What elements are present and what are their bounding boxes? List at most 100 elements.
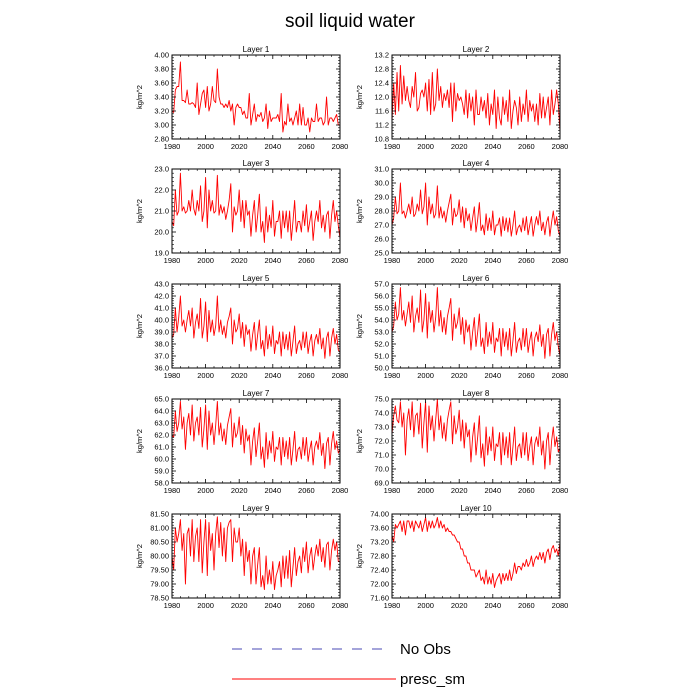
series-line (171, 61, 340, 133)
plot-frame (391, 513, 561, 599)
y-axis-label: kg/m^2 (135, 429, 144, 453)
y-tick-label: 51.0 (374, 352, 389, 361)
panel-layer-7: Layer 7 1980 2000 2020 2040 2060 2080 58.0 59.0 6… (135, 389, 348, 495)
y-tick-label: 62.0 (154, 431, 169, 440)
x-tick-label: 2080 (332, 371, 349, 380)
panel-layer-1: Layer 1 1980 2000 2020 2040 2060 2080 2.80 3.00 3… (135, 45, 348, 151)
x-tick-label: 2060 (298, 142, 315, 151)
y-tick-label: 75.0 (374, 395, 389, 404)
x-tick-label: 2040 (484, 142, 501, 151)
y-tick-label: 40.0 (154, 316, 169, 325)
y-tick-label: 43.0 (154, 280, 169, 289)
y-tick-label: 70.0 (374, 465, 389, 474)
series-line (391, 182, 561, 237)
y-tick-label: 36.0 (154, 364, 169, 373)
x-tick-label: 2000 (417, 371, 434, 380)
y-tick-label: 72.00 (370, 580, 389, 589)
panel-layer-2: Layer 2 1980 2000 2020 2040 2060 2080 10.8 11.2 1… (355, 45, 568, 151)
panel-title: Layer 3 (243, 159, 270, 168)
x-tick-label: 2020 (231, 256, 248, 265)
plot-frame (171, 283, 341, 369)
y-tick-label: 52.0 (374, 340, 389, 349)
y-tick-label: 2.80 (154, 135, 169, 144)
y-tick-label: 57.0 (374, 280, 389, 289)
y-axis-label: kg/m^2 (135, 544, 144, 568)
y-axis-label: kg/m^2 (355, 544, 364, 568)
panel-layer-10: Layer 10 1980 2000 2020 2040 2060 2080 71.60 72.… (355, 504, 568, 610)
y-tick-label: 29.0 (374, 193, 389, 202)
y-tick-label: 74.0 (374, 409, 389, 418)
panel-title: Layer 8 (463, 389, 490, 398)
x-tick-label: 2080 (332, 142, 349, 151)
plot-frame (391, 168, 561, 254)
panel-title: Layer 6 (463, 274, 490, 283)
series-line (391, 517, 561, 588)
x-tick-label: 2000 (417, 601, 434, 610)
y-tick-label: 11.2 (375, 121, 389, 130)
y-tick-label: 72.0 (374, 437, 389, 446)
y-tick-label: 39.0 (154, 328, 169, 337)
panel-title: Layer 4 (463, 159, 490, 168)
panel-title: Layer 7 (243, 389, 270, 398)
y-tick-label: 21.0 (154, 207, 169, 216)
x-tick-label: 2020 (231, 601, 248, 610)
y-tick-label: 3.60 (154, 79, 169, 88)
series-line (391, 65, 561, 133)
plot-frame (171, 54, 341, 140)
plot-frame (171, 398, 341, 484)
x-tick-label: 2060 (518, 486, 535, 495)
x-tick-label: 2020 (231, 371, 248, 380)
x-tick-label: 2060 (298, 256, 315, 265)
y-axis-label: kg/m^2 (355, 429, 364, 453)
y-tick-label: 25.0 (374, 249, 389, 258)
x-tick-label: 2020 (451, 256, 468, 265)
x-tick-label: 2020 (231, 486, 248, 495)
y-tick-label: 73.0 (374, 423, 389, 432)
x-tick-label: 2040 (264, 256, 281, 265)
y-axis-label: kg/m^2 (135, 314, 144, 338)
x-tick-label: 2080 (332, 256, 349, 265)
y-tick-label: 54.0 (374, 316, 389, 325)
y-tick-label: 64.0 (154, 407, 169, 416)
legend-presc-sm-label: presc_sm (400, 671, 465, 688)
y-tick-label: 26.0 (374, 235, 389, 244)
plot-frame (391, 398, 561, 484)
y-tick-label: 10.8 (374, 135, 389, 144)
y-tick-label: 11.6 (375, 107, 389, 116)
y-tick-label: 61.0 (154, 443, 169, 452)
x-tick-label: 2060 (518, 256, 535, 265)
y-tick-label: 3.00 (154, 121, 169, 130)
y-tick-label: 59.0 (154, 467, 169, 476)
x-tick-label: 2020 (451, 371, 468, 380)
series-line (391, 398, 561, 470)
x-tick-label: 1980 (164, 142, 181, 151)
x-tick-label: 2080 (552, 371, 569, 380)
y-tick-label: 74.00 (370, 510, 389, 519)
panels: Layer 1 1980 2000 2020 2040 2060 2080 2.80 3.00 3… (135, 45, 568, 610)
y-tick-label: 27.0 (374, 221, 389, 230)
y-tick-label: 41.0 (154, 304, 169, 313)
series-line (171, 172, 341, 243)
y-tick-label: 60.0 (154, 455, 169, 464)
y-tick-label: 80.00 (150, 552, 169, 561)
y-axis-label: kg/m^2 (355, 314, 364, 338)
panel-layer-5: Layer 5 1980 2000 2020 2040 2060 2080 36.0 37.0 3… (135, 274, 348, 380)
x-tick-label: 2060 (298, 486, 315, 495)
y-axis-label: kg/m^2 (355, 85, 364, 109)
y-tick-label: 3.20 (154, 107, 169, 116)
y-tick-label: 23.0 (154, 165, 169, 174)
y-tick-label: 71.60 (370, 594, 389, 603)
y-tick-label: 81.50 (150, 510, 169, 519)
y-tick-label: 55.0 (374, 304, 389, 313)
x-tick-label: 2080 (552, 142, 569, 151)
legend: No Obs presc_sm (232, 641, 465, 688)
series-line (171, 400, 341, 470)
x-tick-label: 2040 (484, 371, 501, 380)
x-tick-label: 2060 (518, 371, 535, 380)
x-tick-label: 2000 (197, 142, 214, 151)
series-line (171, 516, 340, 591)
y-tick-label: 13.2 (374, 51, 389, 60)
x-tick-label: 2000 (417, 486, 434, 495)
y-tick-label: 78.50 (150, 594, 169, 603)
x-tick-label: 1980 (164, 601, 181, 610)
